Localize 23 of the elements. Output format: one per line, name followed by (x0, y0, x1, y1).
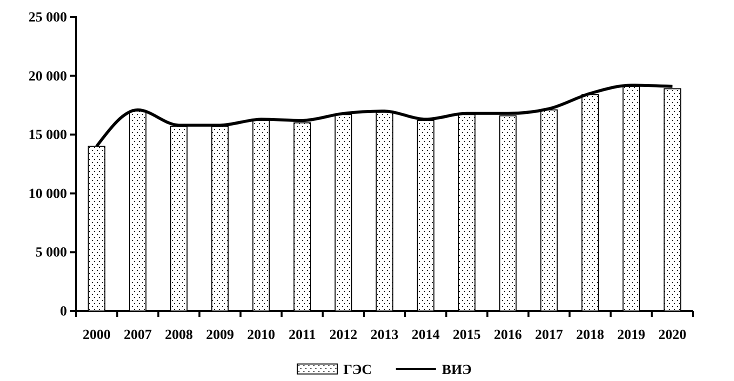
x-tick-label: 2017 (535, 328, 564, 343)
y-tick-label: 25 000 (28, 10, 67, 26)
x-tick-label: 2000 (82, 328, 111, 343)
y-tick-label: 20 000 (28, 69, 67, 84)
x-tick-label: 2009 (206, 328, 234, 343)
x-tick-label: 2012 (329, 328, 358, 343)
x-tick-label: 2014 (412, 328, 440, 343)
y-tick-label: 0 (60, 304, 67, 320)
y-tick-label: 10 000 (28, 186, 67, 202)
x-tick-label: 2010 (247, 328, 276, 343)
x-tick-label: 2008 (164, 328, 193, 343)
x-tick-label: 2007 (124, 328, 152, 343)
x-tick-label: 2015 (452, 328, 481, 343)
y-tick-label: 5 000 (36, 246, 67, 261)
x-tick-label: 2013 (370, 328, 398, 343)
legend-label: ВИЭ (442, 363, 472, 378)
x-tick-label: 2016 (494, 328, 522, 343)
x-tick-label: 2020 (658, 328, 686, 343)
y-tick-label: 15 000 (28, 128, 67, 144)
x-tick-label: 2011 (288, 328, 316, 343)
x-tick-label: 2019 (617, 328, 646, 343)
x-tick-label: 2018 (576, 328, 604, 343)
legend-label: ГЭС (343, 363, 372, 378)
